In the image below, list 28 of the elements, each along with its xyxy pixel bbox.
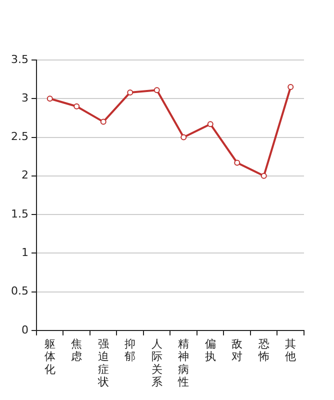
point (154, 87, 160, 94)
point (100, 118, 106, 125)
y-tick-label: 2.5 (10, 130, 28, 144)
x-tick-label: 人际关系 (151, 338, 162, 389)
point (46, 96, 53, 102)
x-tick-label: 偏执 (204, 338, 216, 364)
x-tick-label: 其他 (285, 338, 296, 364)
y-tick-label: 2 (21, 168, 28, 182)
y-tick-label: 3 (21, 91, 28, 104)
point (207, 121, 214, 128)
point (234, 160, 240, 166)
y-tick-label: 3.5 (10, 52, 28, 66)
x-tick-label: 恐怖 (257, 338, 270, 364)
x-tick-label: 敌对 (232, 338, 243, 364)
x-tick-label: 强迫症状 (96, 338, 109, 389)
x-tick-label: 焦虑 (71, 338, 82, 364)
y-tick-label: 0 (21, 323, 28, 336)
x-tick-label: 抑郁 (124, 338, 136, 364)
x-tick-label: 躯体化 (44, 338, 56, 376)
y-tick-label: 1 (21, 246, 28, 259)
point (180, 134, 187, 140)
point (127, 89, 134, 96)
point (74, 103, 80, 110)
y-tick-label: 0.5 (10, 284, 28, 298)
point (260, 172, 267, 179)
x-tick-label: 精神病性 (177, 338, 190, 389)
y-tick-label: 1.5 (10, 207, 28, 220)
point (288, 84, 294, 90)
